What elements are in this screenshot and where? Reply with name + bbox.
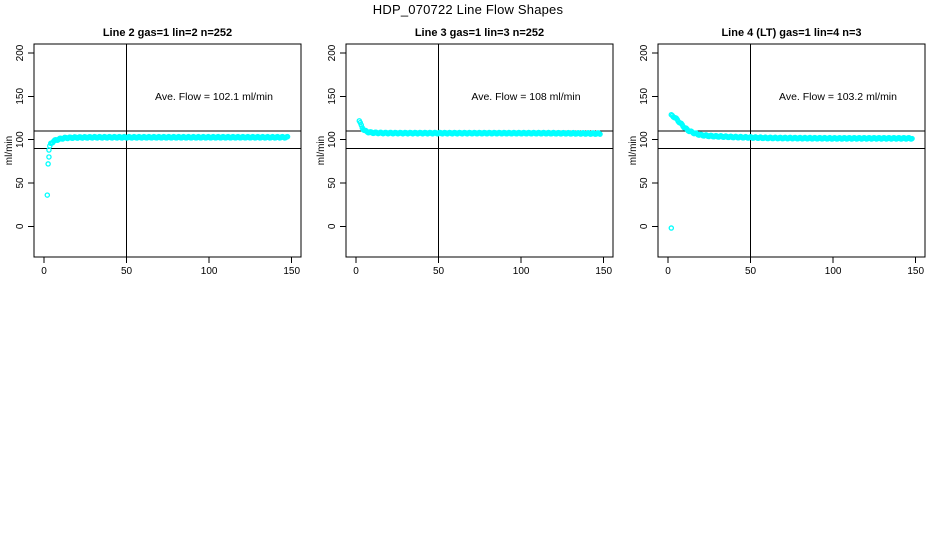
- ave-flow-annotation: Ave. Flow = 102.1 ml/min: [155, 91, 273, 103]
- x-tick-label: 100: [825, 266, 842, 277]
- x-tick-label: 50: [433, 266, 445, 277]
- x-tick-label: 100: [513, 266, 530, 277]
- y-tick-label: 50: [327, 177, 338, 189]
- x-tick-label: 50: [121, 266, 133, 277]
- y-tick-label: 0: [639, 223, 650, 229]
- y-tick-label: 50: [639, 177, 650, 189]
- y-tick-label: 150: [15, 88, 26, 105]
- ave-flow-annotation: Ave. Flow = 108 ml/min: [471, 91, 580, 103]
- plot-box: [657, 43, 926, 258]
- panel-title: Line 4 (LT) gas=1 lin=4 n=3: [721, 27, 861, 39]
- y-axis-label: ml/min: [4, 136, 15, 165]
- ave-flow-annotation: Ave. Flow = 103.2 ml/min: [779, 91, 897, 103]
- x-tick-label: 100: [201, 266, 218, 277]
- x-tick-label: 0: [41, 266, 47, 277]
- x-tick-label: 150: [595, 266, 612, 277]
- y-tick-label: 200: [15, 44, 26, 61]
- x-tick-label: 150: [907, 266, 924, 277]
- data-point: [46, 154, 52, 160]
- flow-panel-2: 0 50 100 150 200 0 50 100 150 ml/min Line 3 gas=1 …: [316, 27, 614, 277]
- y-tick-label: 50: [15, 177, 26, 189]
- plot-box: [345, 43, 614, 258]
- x-tick-label: 0: [665, 266, 671, 277]
- plot-box: [33, 43, 302, 258]
- y-tick-label: 200: [639, 44, 650, 61]
- flow-panel-1: 0 50 100 150 200 0 50 100 150 ml/min Line 2 gas=1 …: [4, 27, 302, 277]
- x-tick-label: 0: [353, 266, 359, 277]
- y-tick-label: 100: [327, 131, 338, 148]
- data-point: [284, 133, 291, 140]
- y-tick-label: 150: [639, 88, 650, 105]
- data-point: [597, 131, 603, 137]
- y-tick-label: 0: [15, 223, 26, 229]
- data-point: [45, 161, 51, 167]
- flow-panel-3: 0 50 100 150 200 0 50 100 150 ml/min Line 4 (LT) g…: [628, 27, 926, 277]
- y-tick-label: 100: [15, 131, 26, 148]
- x-tick-label: 150: [283, 266, 300, 277]
- y-tick-label: 150: [327, 88, 338, 105]
- x-tick-label: 50: [745, 266, 757, 277]
- panel-title: Line 2 gas=1 lin=2 n=252: [103, 27, 232, 39]
- panels-row: 0 50 100 150 200 0 50 100 150 ml/min Line 2 gas=1 …: [0, 20, 936, 300]
- panel-title: Line 3 gas=1 lin=3 n=252: [415, 27, 544, 39]
- figure-title: HDP_070722 Line Flow Shapes: [372, 2, 564, 17]
- y-axis-label: ml/min: [316, 136, 327, 165]
- y-tick-label: 200: [327, 44, 338, 61]
- data-point: [668, 225, 675, 231]
- data-point: [909, 135, 915, 142]
- y-tick-label: 100: [639, 131, 650, 148]
- data-point: [44, 192, 51, 198]
- y-axis-label: ml/min: [628, 136, 639, 165]
- y-tick-label: 0: [327, 223, 338, 229]
- data-point: [358, 122, 365, 128]
